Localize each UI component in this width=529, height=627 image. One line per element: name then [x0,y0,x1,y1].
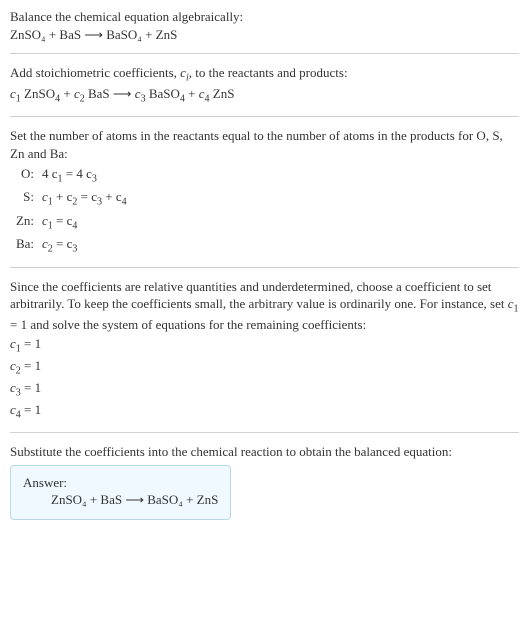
zns: ZnS [210,86,235,101]
stoich-text-a: Add stoichiometric coefficients, [10,65,180,80]
stoich-text: Add stoichiometric coefficients, ci, to … [10,64,519,85]
eq-O: 4 c1 = 4 c3 [38,164,131,187]
eq-S: c1 + c2 = c3 + c4 [38,187,131,210]
solve-b: = 1 and solve the system of equations fo… [10,317,366,332]
answer-label: Answer: [23,474,218,492]
sol-c3: c3 = 1 [10,379,519,400]
S-ebs: 4 [122,197,127,208]
sol-c2: c2 = 1 [10,357,519,378]
row-S: S:c1 + c2 = c3 + c4 [10,187,131,210]
sol-c1: c1 = 1 [10,335,519,356]
eq-Zn: c1 = c4 [38,211,131,234]
section-solve: Since the coefficients are relative quan… [10,278,519,434]
coeff-solutions: c1 = 1 c2 = 1 c3 = 1 c4 = 1 [10,335,519,422]
el-S: S: [10,187,38,210]
Zn-rhs-s: 4 [72,220,77,231]
answer-box: Answer: ZnSO₄ + BaS ⟶ BaSO₄ + ZnS [10,465,231,520]
section-atom-balance: Set the number of atoms in the reactants… [10,127,519,267]
el-Zn: Zn: [10,211,38,234]
stoich-text-b: , to the reactants and products: [189,65,348,80]
answer-equation: ZnSO₄ + BaS ⟶ BaSO₄ + ZnS [51,491,218,509]
eq-Ba: c2 = c3 [38,234,131,257]
bas-arrow: BaS ⟶ [85,86,135,101]
Ba-rhs-s: 3 [72,243,77,254]
section-answer: Substitute the coefficients into the che… [10,443,519,520]
S-eb: + c [102,189,122,204]
sol-c2-e: = 1 [21,358,41,373]
solve-text: Since the coefficients are relative quan… [10,278,519,334]
row-Zn: Zn:c1 = c4 [10,211,131,234]
substitute-text: Substitute the coefficients into the che… [10,443,519,461]
Ba-mid: = c [53,236,73,251]
O-lhs: 4 c [42,166,58,181]
unbalanced-equation: ZnSO₄ + BaS ⟶ BaSO₄ + ZnS [10,26,519,44]
sol-c1-e: = 1 [21,336,41,351]
atom-balance-text: Set the number of atoms in the reactants… [10,127,519,162]
Zn-mid: = c [53,213,73,228]
problem-statement: Balance the chemical equation algebraica… [10,8,519,26]
O-rhs-s: 3 [92,174,97,185]
plus1: + [60,86,74,101]
baso: BaSO [146,86,180,101]
coeff-equation: c1 ZnSO4 + c2 BaS ⟶ c3 BaSO4 + c4 ZnS [10,85,519,106]
solve-cs: 1 [514,304,519,315]
row-Ba: Ba:c2 = c3 [10,234,131,257]
solve-a: Since the coefficients are relative quan… [10,279,508,312]
S-mid: + c [53,189,73,204]
ci-var: ci [180,65,189,80]
sol-c3-e: = 1 [21,380,41,395]
znso: ZnSO [21,86,55,101]
atom-balance-table: O:4 c1 = 4 c3 S:c1 + c2 = c3 + c4 Zn:c1 … [10,164,131,256]
el-Ba: Ba: [10,234,38,257]
el-O: O: [10,164,38,187]
O-mid: = 4 c [63,166,92,181]
sol-c4-e: = 1 [21,402,41,417]
S-ea: = c [77,189,97,204]
section-problem: Balance the chemical equation algebraica… [10,8,519,54]
plus2: + [185,86,199,101]
section-stoichiometric: Add stoichiometric coefficients, ci, to … [10,64,519,117]
row-O: O:4 c1 = 4 c3 [10,164,131,187]
sol-c4: c4 = 1 [10,401,519,422]
